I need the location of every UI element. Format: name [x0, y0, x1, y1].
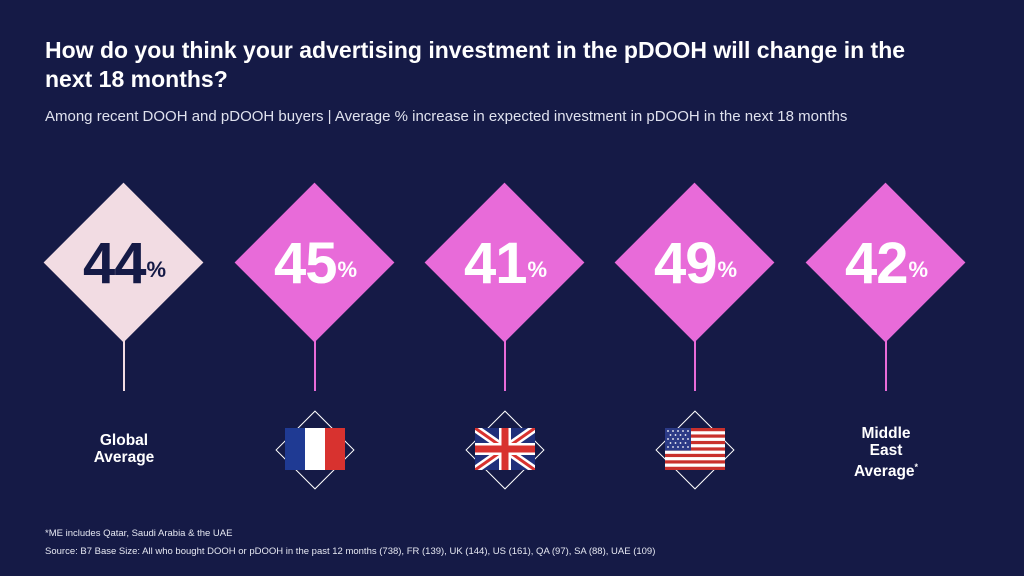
page-title: How do you think your advertising invest… [45, 37, 906, 92]
stem-line [123, 341, 125, 391]
value-label: 42% [844, 231, 928, 296]
value-label: 44% [82, 231, 166, 296]
value-label: 41% [463, 231, 547, 296]
item-us: 49% [614, 182, 775, 490]
stem-line [694, 341, 696, 391]
stem-line [885, 341, 887, 391]
subtitle: Among recent DOOH and pDOOH buyers | Ave… [45, 108, 848, 125]
item-uk: 41% [424, 182, 585, 490]
source-note: Source: B7 Base Size: All who bought DOO… [45, 546, 656, 557]
value-label: 45% [273, 231, 357, 296]
value-label: 49% [653, 231, 737, 296]
flag-badge [655, 410, 735, 490]
footnote: *ME includes Qatar, Saudi Arabia & the U… [45, 528, 233, 539]
category-label: Global Average [93, 432, 155, 466]
uk-flag-icon [475, 428, 535, 470]
flag-badge [465, 410, 545, 490]
item-france: 45% [234, 182, 395, 490]
item-middle-east-average: 42% Middle East Average* [805, 182, 966, 483]
flag-badge [275, 410, 355, 490]
france-flag-icon [285, 428, 345, 470]
us-flag-icon [665, 428, 725, 470]
item-global-average: 44% Global Average [43, 182, 204, 483]
stem-line [314, 341, 316, 391]
stem-line [504, 341, 506, 391]
category-label: Middle East Average* [853, 425, 919, 481]
